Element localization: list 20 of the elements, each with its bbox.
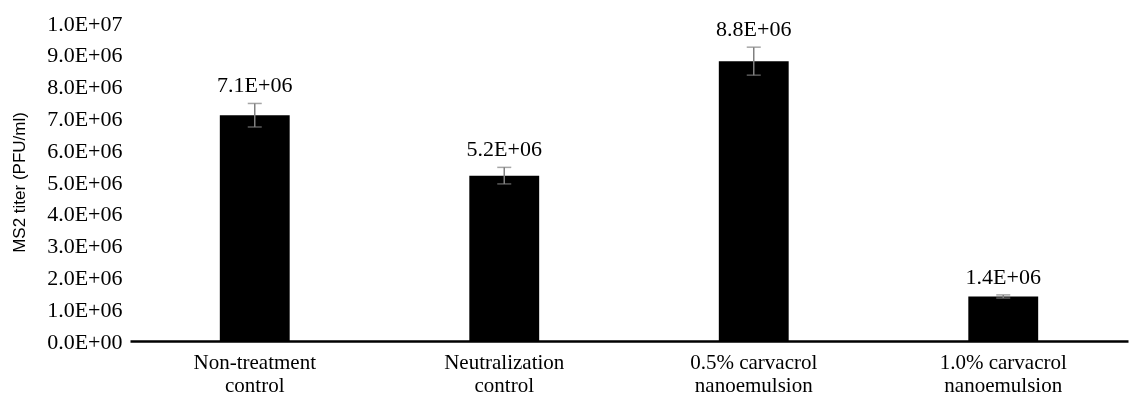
y-axis-title: MS2 titer (PFU/ml) (10, 112, 30, 253)
y-tick-label: 1.0E+06 (47, 296, 123, 322)
x-tick-label: Neutralization control (444, 349, 565, 397)
y-tick-label: 5.0E+06 (47, 169, 123, 195)
y-tick-label: 9.0E+06 (47, 42, 123, 68)
y-tick-label: 8.0E+06 (47, 74, 123, 100)
y-tick-label: 2.0E+06 (47, 264, 123, 290)
x-tick-label: Non-treatment control (193, 349, 317, 397)
y-tick-label: 4.0E+06 (47, 201, 123, 227)
data-label: 7.1E+06 (217, 72, 293, 98)
x-tick-label: 1.0% carvacrol nanoemulsion (939, 349, 1067, 397)
data-label: 5.2E+06 (466, 136, 542, 162)
y-tick-label: 6.0E+06 (47, 137, 123, 163)
data-label: 8.8E+06 (716, 16, 792, 42)
y-tick-label: 0.0E+00 (47, 328, 123, 354)
data-label: 1.4E+06 (965, 263, 1041, 289)
y-tick-label: 7.0E+06 (47, 105, 123, 131)
y-tick-label: 3.0E+06 (47, 233, 123, 259)
x-tick-label: 0.5% carvacrol nanoemulsion (690, 349, 818, 397)
y-tick-label: 1.0E+07 (47, 10, 123, 36)
